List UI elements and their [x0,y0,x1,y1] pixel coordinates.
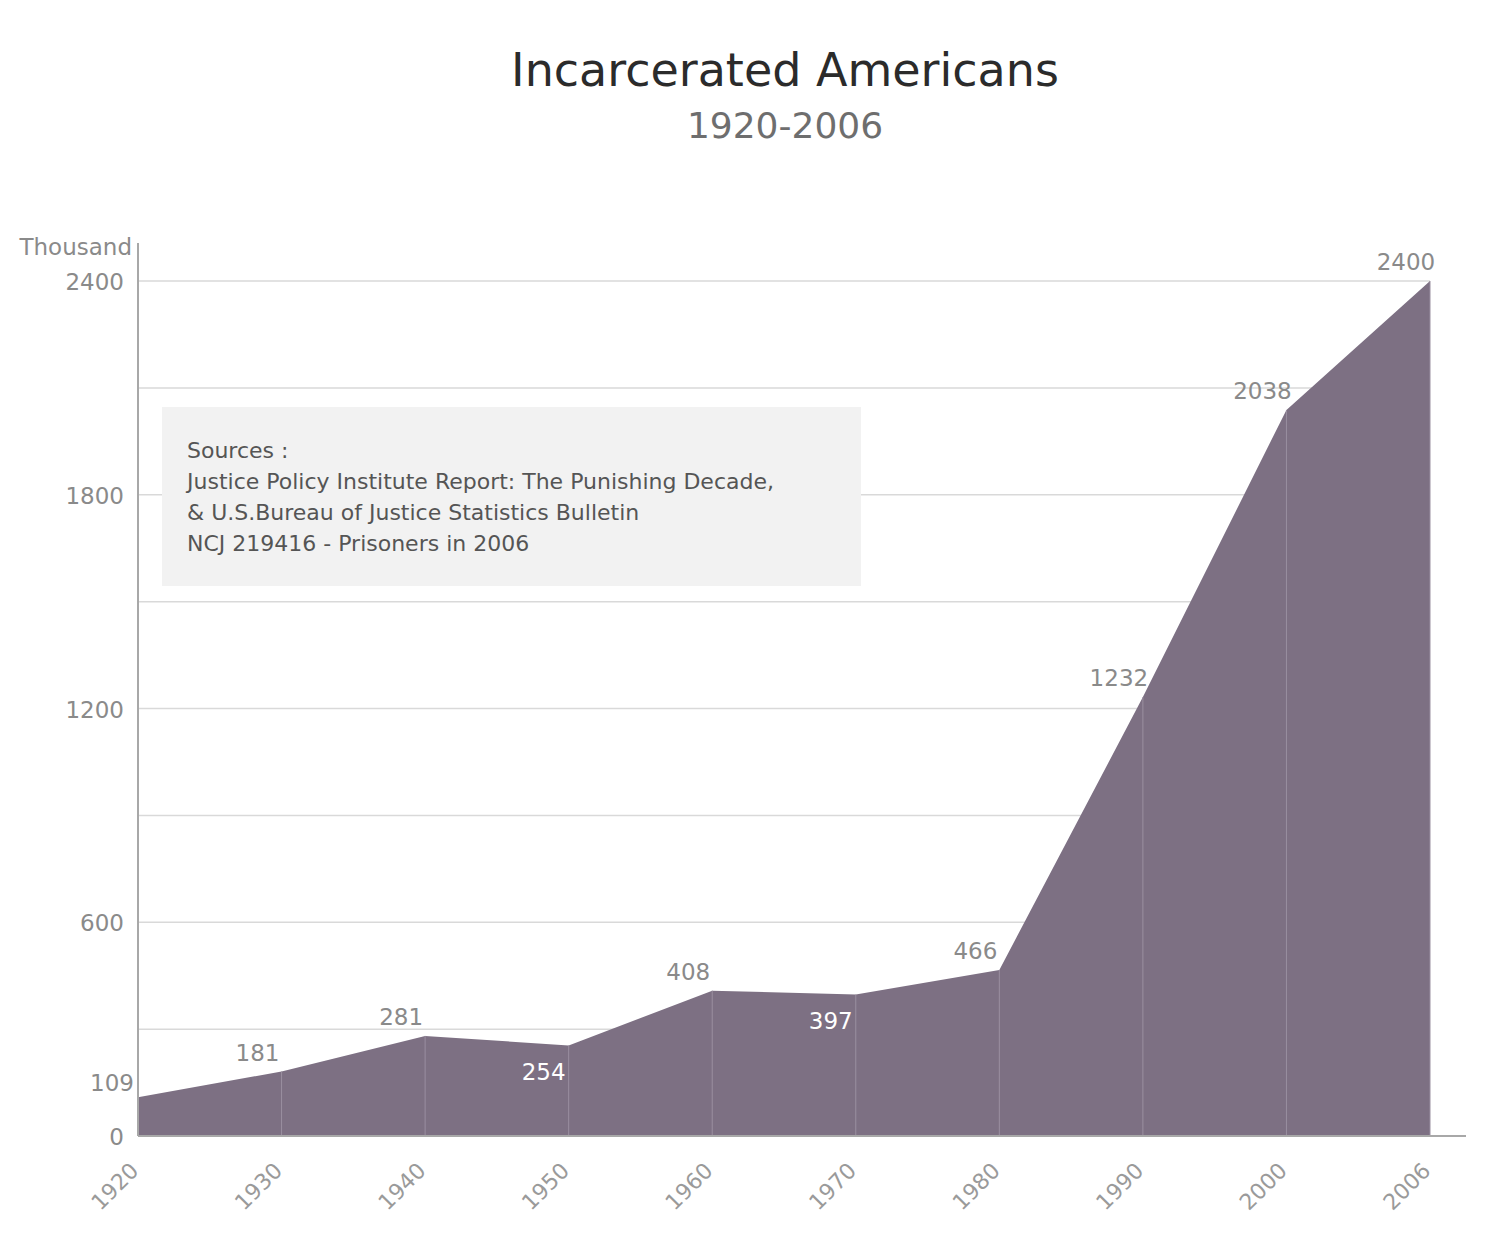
data-label: 254 [522,1059,566,1085]
x-tick-label: 1970 [804,1158,861,1215]
area-divider [568,1046,569,1136]
data-label: 397 [809,1008,853,1034]
data-label: 2400 [1377,249,1436,275]
y-tick-label: 1800 [65,483,124,509]
y-tick-label: 2400 [65,269,124,295]
grid-line [138,280,1430,282]
area-divider [1286,410,1287,1136]
y-axis-label: Thousand [18,234,132,260]
annotation: NCJ 219416 - Prisoners in 2006 [187,531,529,556]
area-divider [999,970,1000,1136]
x-tick-label: 2006 [1378,1158,1435,1215]
x-tick-label: 1960 [660,1158,717,1215]
x-tick-label: 1990 [1091,1158,1148,1215]
area-divider [425,1036,426,1136]
chart: Incarcerated Americans 1920-2006 0 600 1200 1… [0,0,1500,1246]
y-tick-label: 0 [109,1124,124,1150]
plot-area [138,281,1430,1136]
area [138,281,1430,1136]
area-divider [1430,281,1431,1136]
data-label: 408 [666,959,710,985]
x-tick-label: 1980 [948,1158,1005,1215]
data-label: 1232 [1090,665,1149,691]
area-divider [712,991,713,1136]
data-label: 2038 [1233,378,1292,404]
area-divider [1142,697,1143,1136]
data-label: 109 [90,1070,134,1096]
x-tick-label: 1940 [373,1158,430,1215]
annotation: Justice Policy Institute Report: The Pun… [185,469,774,494]
y-axis [137,243,139,1136]
y-tick-label: 1200 [65,697,124,723]
data-label: 281 [379,1004,423,1030]
area-divider [281,1072,282,1136]
annotation: & U.S.Bureau of Justice Statistics Bulle… [187,500,639,525]
x-tick-label: 2000 [1235,1158,1292,1215]
data-label: 466 [953,938,997,964]
annotation-box [162,407,861,586]
x-axis [138,1135,1466,1137]
annotation: Sources : [187,438,288,463]
x-tick-label: 1950 [517,1158,574,1215]
y-tick-label: 600 [80,910,124,936]
x-tick-label: 1930 [230,1158,287,1215]
area-divider [855,995,856,1136]
x-tick-label: 1920 [86,1158,143,1215]
title: Incarcerated Americans [511,43,1059,97]
subtitle: 1920-2006 [687,105,883,146]
data-label: 181 [236,1040,280,1066]
